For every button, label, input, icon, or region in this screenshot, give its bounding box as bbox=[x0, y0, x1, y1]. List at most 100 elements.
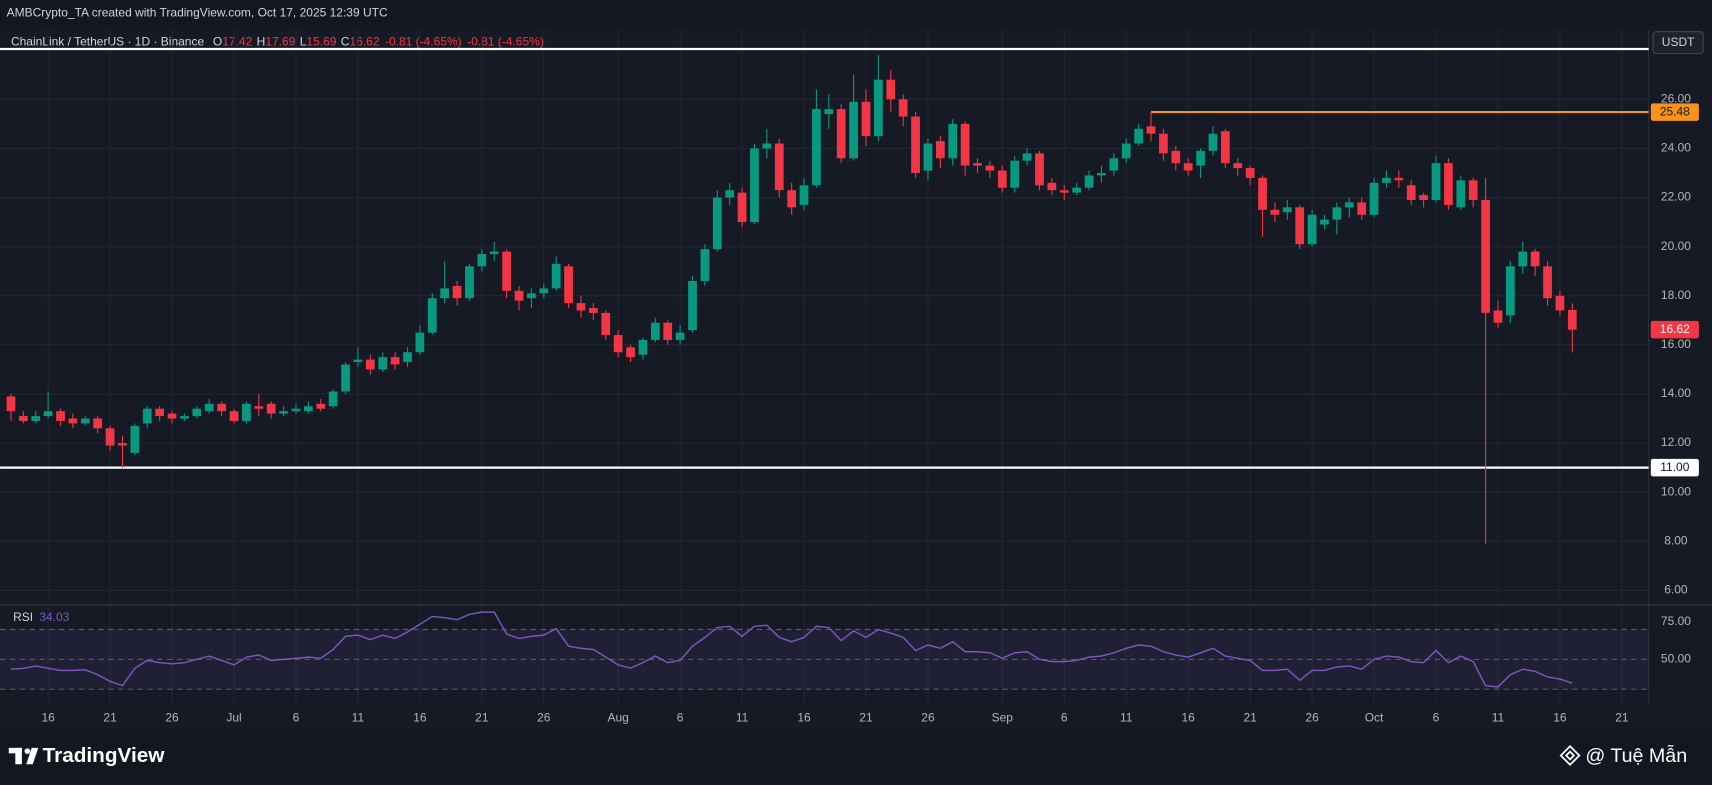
candle-body bbox=[898, 99, 908, 117]
candle-body bbox=[1183, 163, 1193, 171]
currency-label: USDT bbox=[1662, 35, 1695, 49]
x-tick-label: 16 bbox=[1181, 711, 1195, 725]
candle-body bbox=[204, 403, 214, 412]
candle-body bbox=[787, 190, 797, 208]
legend-item: C bbox=[341, 35, 350, 49]
y-tick-label: 12.00 bbox=[1661, 435, 1691, 449]
candle-body bbox=[1344, 202, 1354, 208]
candle-body bbox=[1010, 160, 1020, 188]
candle-body bbox=[626, 347, 635, 358]
watermark: @ Tuệ Mẫn bbox=[1585, 744, 1687, 767]
candle-body bbox=[242, 403, 251, 421]
y-tick-label: 10.00 bbox=[1661, 484, 1691, 498]
candle-body bbox=[576, 303, 586, 311]
y-tick-label: 20.00 bbox=[1661, 239, 1691, 253]
candle-body bbox=[229, 411, 239, 421]
candle-body bbox=[118, 443, 127, 446]
x-tick-label: 16 bbox=[1553, 711, 1567, 725]
candle-body bbox=[341, 364, 350, 392]
candle-body bbox=[105, 428, 115, 446]
current-price-box bbox=[1650, 320, 1699, 339]
candle-body bbox=[167, 413, 177, 419]
candle-body bbox=[31, 416, 41, 421]
candle-body bbox=[737, 192, 747, 223]
candle-body bbox=[836, 109, 846, 159]
candle-body bbox=[1084, 175, 1094, 188]
candle-body bbox=[973, 163, 982, 166]
x-tick-label: 16 bbox=[413, 711, 427, 725]
legend-item: 17.42 bbox=[222, 35, 252, 49]
tv-logo bbox=[8, 747, 39, 765]
candle-body bbox=[328, 391, 338, 407]
candle-body bbox=[365, 359, 375, 370]
level-price-box bbox=[1650, 458, 1699, 477]
candle-body bbox=[1530, 251, 1540, 267]
x-tick-label: 21 bbox=[103, 711, 117, 725]
candle-body bbox=[1233, 163, 1243, 169]
candle-body bbox=[688, 281, 697, 331]
current-price-label: 16.62 bbox=[1660, 322, 1690, 336]
candle-body bbox=[427, 298, 437, 333]
logo-part bbox=[15, 747, 22, 765]
candle-body bbox=[663, 322, 673, 340]
candle-body bbox=[1220, 131, 1230, 164]
candle-body bbox=[1406, 185, 1416, 200]
candle-body bbox=[80, 418, 90, 424]
legend-item: 17.69 bbox=[265, 35, 295, 49]
candle-body bbox=[1369, 182, 1379, 215]
candle-body bbox=[1097, 172, 1106, 176]
candle-body bbox=[1543, 266, 1552, 299]
x-tick-label: Jul bbox=[226, 711, 241, 725]
y-tick-label: 16.00 bbox=[1661, 337, 1691, 351]
y-tick-label: 8.00 bbox=[1664, 533, 1688, 547]
logo-part bbox=[26, 747, 39, 765]
candle-body bbox=[477, 254, 487, 267]
candle-body bbox=[1121, 143, 1131, 159]
candle-body bbox=[564, 266, 573, 304]
x-tick-label: 21 bbox=[1243, 711, 1257, 725]
y-tick-label: 24.00 bbox=[1661, 141, 1691, 155]
icon-part bbox=[1559, 745, 1581, 767]
candle-body bbox=[762, 143, 772, 149]
candle-body bbox=[6, 396, 16, 412]
candle-body bbox=[874, 79, 883, 137]
binance-icon bbox=[1559, 745, 1581, 767]
y-tick-label: 6.00 bbox=[1664, 583, 1688, 597]
candle-body bbox=[750, 148, 759, 223]
candle-body bbox=[886, 79, 896, 100]
candle-body bbox=[1320, 219, 1329, 225]
candle-body bbox=[1159, 133, 1168, 154]
candle-body bbox=[1332, 207, 1342, 220]
x-tick-label: 6 bbox=[1061, 711, 1068, 725]
x-tick-label: 26 bbox=[921, 711, 935, 725]
x-tick-label: 26 bbox=[1305, 711, 1319, 725]
candle-body bbox=[712, 197, 722, 250]
candle-body bbox=[675, 332, 685, 340]
candle-body bbox=[514, 290, 524, 301]
candle-body bbox=[1109, 158, 1119, 171]
x-tick-label: 21 bbox=[1615, 711, 1629, 725]
x-tick-label: 26 bbox=[165, 711, 179, 725]
candle-body bbox=[1431, 163, 1441, 200]
x-tick-label: Oct bbox=[1365, 711, 1384, 725]
top-bar bbox=[0, 0, 1712, 27]
candle-body bbox=[527, 293, 536, 299]
candle-body bbox=[551, 263, 561, 289]
x-tick-label: 21 bbox=[475, 711, 489, 725]
x-tick-label: 16 bbox=[41, 711, 55, 725]
rsi-value: 34.03 bbox=[39, 610, 69, 624]
candle-body bbox=[1382, 177, 1391, 183]
candle-body bbox=[390, 357, 400, 365]
candle-body bbox=[1481, 199, 1490, 313]
candle-body bbox=[452, 285, 462, 299]
y-tick-label: 26.00 bbox=[1661, 91, 1691, 105]
icon-part bbox=[1564, 750, 1576, 761]
candle-body bbox=[1258, 177, 1267, 210]
bottom-bar bbox=[0, 729, 1712, 785]
x-tick-label: 11 bbox=[1120, 711, 1133, 725]
x-tick-label: 6 bbox=[677, 711, 684, 725]
x-tick-label: 26 bbox=[537, 711, 551, 725]
candle-body bbox=[985, 165, 995, 171]
